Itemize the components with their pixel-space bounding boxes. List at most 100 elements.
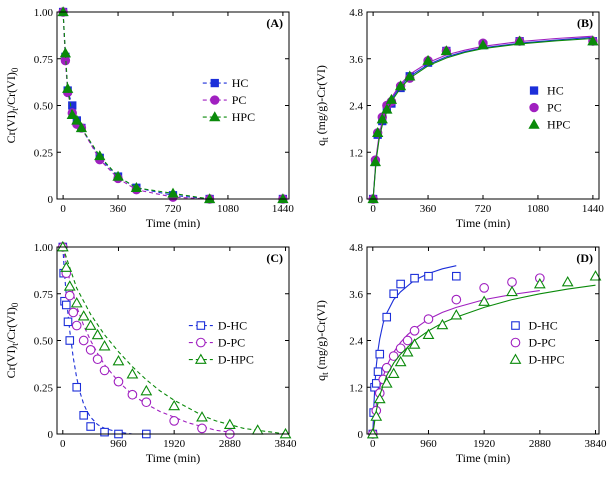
panel-label: (C) [266,251,283,265]
y-tick-label: 3.6 [349,289,363,301]
legend-marker-d-hc [511,321,520,330]
legend-marker-hc [529,86,539,95]
x-tick-label: 1080 [217,203,240,215]
legend: HC PC HPC [202,76,255,124]
y-axis-label-subscript: t [320,372,330,375]
data-point-d-hpc [436,318,449,330]
data-point-hpc [112,170,124,181]
data-point-d-pc [169,416,180,426]
y-tick-label: 4.8 [349,7,363,19]
data-point-d-pc [197,423,207,434]
data-point-hpc [587,35,599,46]
y-axis-label-subscript: t [10,343,20,346]
data-point-hpc [167,187,179,198]
data-point-d-pc [92,354,103,365]
data-point-d-pc [388,351,399,361]
y-tick-label: 4.8 [349,242,363,254]
data-point-hpc [94,150,106,161]
legend-label-hc: HC [232,76,249,90]
y-axis-label: qt (mg/g)-Cr(VI) [314,300,330,381]
data-point-d-hpc [279,427,292,439]
data-point-d-pc [85,345,96,355]
y-tick-label: 1.00 [34,242,54,254]
y-axis-label-rest: /Cr(VI) [4,72,18,108]
legend-marker-d-hpc [509,353,522,364]
x-tick-label: 2880 [219,438,242,450]
legend-label-d-hc: D-HC [218,319,247,333]
legend-marker-hpc [528,118,540,129]
data-point-d-hpc [140,384,153,396]
plot-frame [366,11,600,200]
data-point-d-hpc [370,410,383,421]
x-tick-label: 1920 [473,438,496,450]
data-point-d-hpc [422,328,435,339]
data-point-hpc [369,156,382,167]
legend-marker-hpc [209,111,221,122]
data-point-d-hpc [589,270,602,281]
data-point-hpc [57,6,69,17]
x-tick-label: 720 [165,203,182,215]
x-tick-label: 3840 [585,438,608,450]
x-axis-label: Time (min) [456,216,511,230]
y-tick-label: 0 [48,429,54,441]
data-point-d-hc [396,279,405,289]
data-point-d-hpc [84,319,97,330]
data-point-d-hpc [60,261,73,272]
data-point-hpc [71,114,83,125]
data-point-d-pc [99,365,110,376]
y-tick-label: 1.2 [349,147,363,159]
data-point-hpc [277,193,289,204]
legend-label-d-hpc: D-HPC [218,353,254,367]
data-point-d-pc [71,320,82,331]
data-point-d-hpc [561,275,574,287]
legend-label-hc: HC [547,84,564,98]
data-point-d-hc [371,379,381,388]
y-axis-label-rest: /Cr(VI) [4,307,18,343]
data-point-d-hc [63,317,73,327]
chart-panel-b: 0 360 720 1080 1440 0 1.2 2.4 3.6 4.8 (B) Time (m… [314,7,604,230]
data-point-hpc [75,122,88,133]
y-axis-label-base: Cr(VI) [4,346,18,379]
legend: D-HC D-PC D-HPC [188,319,254,367]
series-line-d-hpc [62,247,286,434]
data-point-d-pc [402,335,413,346]
y-tick-label: 0.25 [34,147,54,159]
y-axis-label-rest: (mg/g)-Cr(VI) [314,300,328,372]
x-tick-label: 2880 [529,438,552,450]
x-tick-label: 960 [110,438,127,450]
x-axis-label: Time (min) [146,451,201,465]
data-point-d-hc [65,336,75,345]
data-point-d-hc [375,349,385,359]
series-line-hpc [62,12,283,199]
legend-marker-d-pc [510,337,521,348]
y-axis-label-subscript-2: 0 [10,302,20,307]
panel-label: (D) [576,251,593,265]
x-tick-label: 3840 [275,438,298,450]
y-tick-label: 0.25 [34,382,54,394]
panel-label: (A) [266,16,283,30]
data-point-hpc [66,109,78,120]
x-axis-label: Time (min) [146,216,201,230]
series-line-d-pc [62,247,230,433]
data-point-d-pc [423,314,434,324]
data-point-hpc [422,54,434,65]
data-point-d-hpc [91,328,104,340]
legend: D-HC D-PC D-HPC [509,319,564,367]
x-tick-label: 1440 [582,203,605,215]
y-axis-label-subscript: t [10,108,20,111]
y-tick-label: 0 [48,194,54,206]
data-point-d-hpc [506,285,518,297]
x-tick-label: 0 [370,438,376,450]
y-axis-label-rest: (mg/g)-Cr(VI) [314,65,328,137]
data-point-d-pc [78,335,89,346]
y-tick-label: 0.75 [34,54,54,66]
y-tick-label: 0.50 [34,101,54,113]
data-point-hpc [440,45,453,56]
plot-frame [56,246,290,435]
data-point-d-hc [373,367,383,376]
y-tick-label: 0.75 [34,289,54,301]
data-point-d-hc [424,271,433,281]
data-point-d-hpc [70,297,83,308]
y-tick-label: 0.50 [34,336,54,348]
